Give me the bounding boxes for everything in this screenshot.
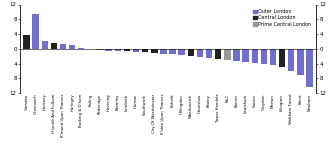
Bar (242, 49, 249, 62)
Bar (151, 49, 158, 53)
Bar (224, 49, 230, 60)
Bar (51, 43, 57, 49)
Bar (306, 49, 312, 87)
Bar (142, 49, 149, 52)
Bar (96, 49, 103, 50)
Bar (160, 49, 167, 54)
Bar (106, 49, 112, 51)
Bar (187, 49, 194, 56)
Legend: Outer London, Central London, Prime Central London: Outer London, Central London, Prime Cent… (252, 9, 312, 27)
Bar (60, 44, 66, 49)
Bar (69, 45, 75, 49)
Bar (297, 49, 303, 75)
Bar (33, 14, 39, 49)
Bar (24, 35, 30, 49)
Bar (178, 49, 185, 55)
Bar (42, 41, 48, 49)
Bar (279, 49, 285, 67)
Bar (78, 48, 84, 49)
Bar (270, 49, 276, 65)
Bar (252, 49, 258, 63)
Bar (124, 49, 130, 51)
Bar (115, 49, 121, 51)
Bar (197, 49, 203, 57)
Bar (215, 49, 221, 59)
Bar (87, 49, 94, 50)
Bar (288, 49, 294, 71)
Bar (261, 49, 267, 63)
Bar (169, 49, 176, 54)
Bar (206, 49, 212, 58)
Bar (133, 49, 139, 52)
Bar (233, 49, 240, 61)
